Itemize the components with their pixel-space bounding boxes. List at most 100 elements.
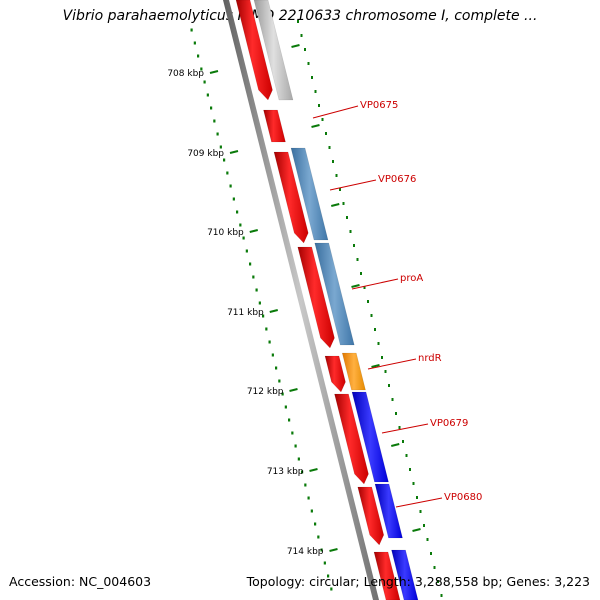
track-dot [374, 328, 376, 331]
ruler-dot [242, 236, 245, 240]
cds-feature-red[interactable] [273, 151, 309, 244]
gene-feature-steelblue[interactable] [314, 242, 355, 346]
cds-feature-red[interactable] [334, 393, 369, 485]
track-dot [353, 244, 355, 247]
cds-feature-red[interactable] [357, 486, 385, 546]
track-dot [307, 62, 310, 65]
gene-label[interactable]: nrdR [418, 353, 442, 364]
gene-feature-gray[interactable] [253, 0, 294, 101]
gene-feature-blue[interactable] [374, 483, 403, 539]
ruler-label: 714 kbp [287, 547, 324, 557]
backbone-line [223, 0, 379, 600]
ruler-dot [245, 249, 248, 253]
ruler-dot [197, 54, 200, 58]
gene-feature-steelblue[interactable] [290, 147, 329, 241]
ruler-dot [307, 496, 310, 500]
track-dot [437, 580, 439, 583]
ruler-label: 709 kbp [187, 149, 224, 159]
label-leader-line [351, 278, 399, 290]
track-dot [321, 118, 324, 121]
backbone-track [223, 0, 379, 600]
track-dot [328, 146, 331, 149]
ruler-label: 713 kbp [267, 467, 304, 477]
track-dot [433, 566, 436, 569]
label-leader-line [367, 358, 417, 370]
ruler-dot [239, 223, 242, 227]
ruler-dot [252, 275, 255, 279]
accession-label: Accession: NC_004603 [9, 574, 152, 589]
track-tick [291, 44, 300, 48]
track-dot [346, 216, 348, 219]
ruler-dot [249, 262, 252, 266]
cds-feature-red[interactable] [373, 551, 401, 600]
ruler-dot [271, 353, 274, 357]
gene-feature-blue[interactable] [351, 391, 389, 483]
ruler-dot [291, 431, 294, 435]
ruler-dot [288, 418, 291, 422]
track-dot [360, 272, 362, 275]
ruler-dot [297, 457, 300, 461]
gene-feature-orange[interactable] [341, 352, 366, 391]
feature-track[interactable] [235, 0, 419, 600]
track-dot [335, 174, 338, 177]
track-dot [391, 398, 394, 401]
ruler-tick [229, 150, 239, 154]
ruler-dot [219, 145, 222, 149]
ruler-dot [229, 184, 232, 188]
gene-label[interactable]: VP0676 [378, 174, 416, 185]
ruler-label: 712 kbp [247, 387, 284, 397]
track-dot [363, 286, 366, 289]
track-tick [331, 203, 340, 207]
ruler-tick [249, 229, 258, 233]
ruler-dot [213, 119, 216, 123]
ruler-dot [301, 470, 304, 474]
ruler-tick [289, 388, 298, 392]
ruler-dot [284, 405, 287, 409]
ruler-tick [309, 468, 318, 472]
track-dot [384, 370, 387, 373]
track-dot [398, 426, 401, 429]
track-dot [423, 524, 425, 527]
gene-label[interactable]: VP0680 [444, 492, 482, 503]
ruler-dot [262, 314, 265, 318]
track-dot [430, 552, 432, 555]
ruler-dot [330, 587, 333, 591]
ruler-dot [310, 509, 313, 513]
gene-feature-blue[interactable] [391, 549, 419, 600]
ruler-dot [314, 522, 317, 526]
ruler-dot [200, 67, 203, 71]
ruler-dot [278, 379, 281, 383]
ruler-dot [294, 444, 297, 448]
ruler-ticks [209, 20, 443, 597]
gene-label[interactable]: proA [400, 273, 423, 284]
ruler-dot [255, 288, 258, 292]
ruler-dot [275, 366, 278, 370]
track-dot [356, 258, 359, 261]
ruler-dot [327, 574, 330, 578]
label-leader-lines [312, 105, 443, 508]
ruler-dot [223, 158, 226, 162]
ruler-tick [209, 70, 219, 74]
gene-label[interactable]: VP0679 [430, 418, 468, 429]
ruler-dot [323, 561, 326, 565]
track-dot [405, 454, 408, 457]
cds-feature-red[interactable] [263, 109, 286, 143]
label-leader-line [329, 179, 377, 191]
cds-feature-red[interactable] [235, 0, 273, 101]
track-dot [339, 188, 341, 191]
ruler-dot [258, 301, 261, 305]
cds-feature-red[interactable] [324, 355, 346, 393]
ruler-dot [265, 327, 268, 331]
ruler-label: 711 kbp [227, 308, 264, 318]
track-dot [388, 384, 390, 387]
track-dot [367, 300, 369, 303]
track-tick [371, 364, 380, 368]
track-dot [395, 412, 397, 415]
cds-feature-red[interactable] [297, 246, 335, 349]
gene-label[interactable]: VP0675 [360, 100, 398, 111]
track-dot [342, 202, 345, 205]
ruler-labels: 708 kbp 709 kbp 710 kbp 711 kbp 712 kbp 713 k… [167, 69, 323, 557]
track-dot [412, 482, 415, 485]
track-tick [412, 528, 421, 532]
